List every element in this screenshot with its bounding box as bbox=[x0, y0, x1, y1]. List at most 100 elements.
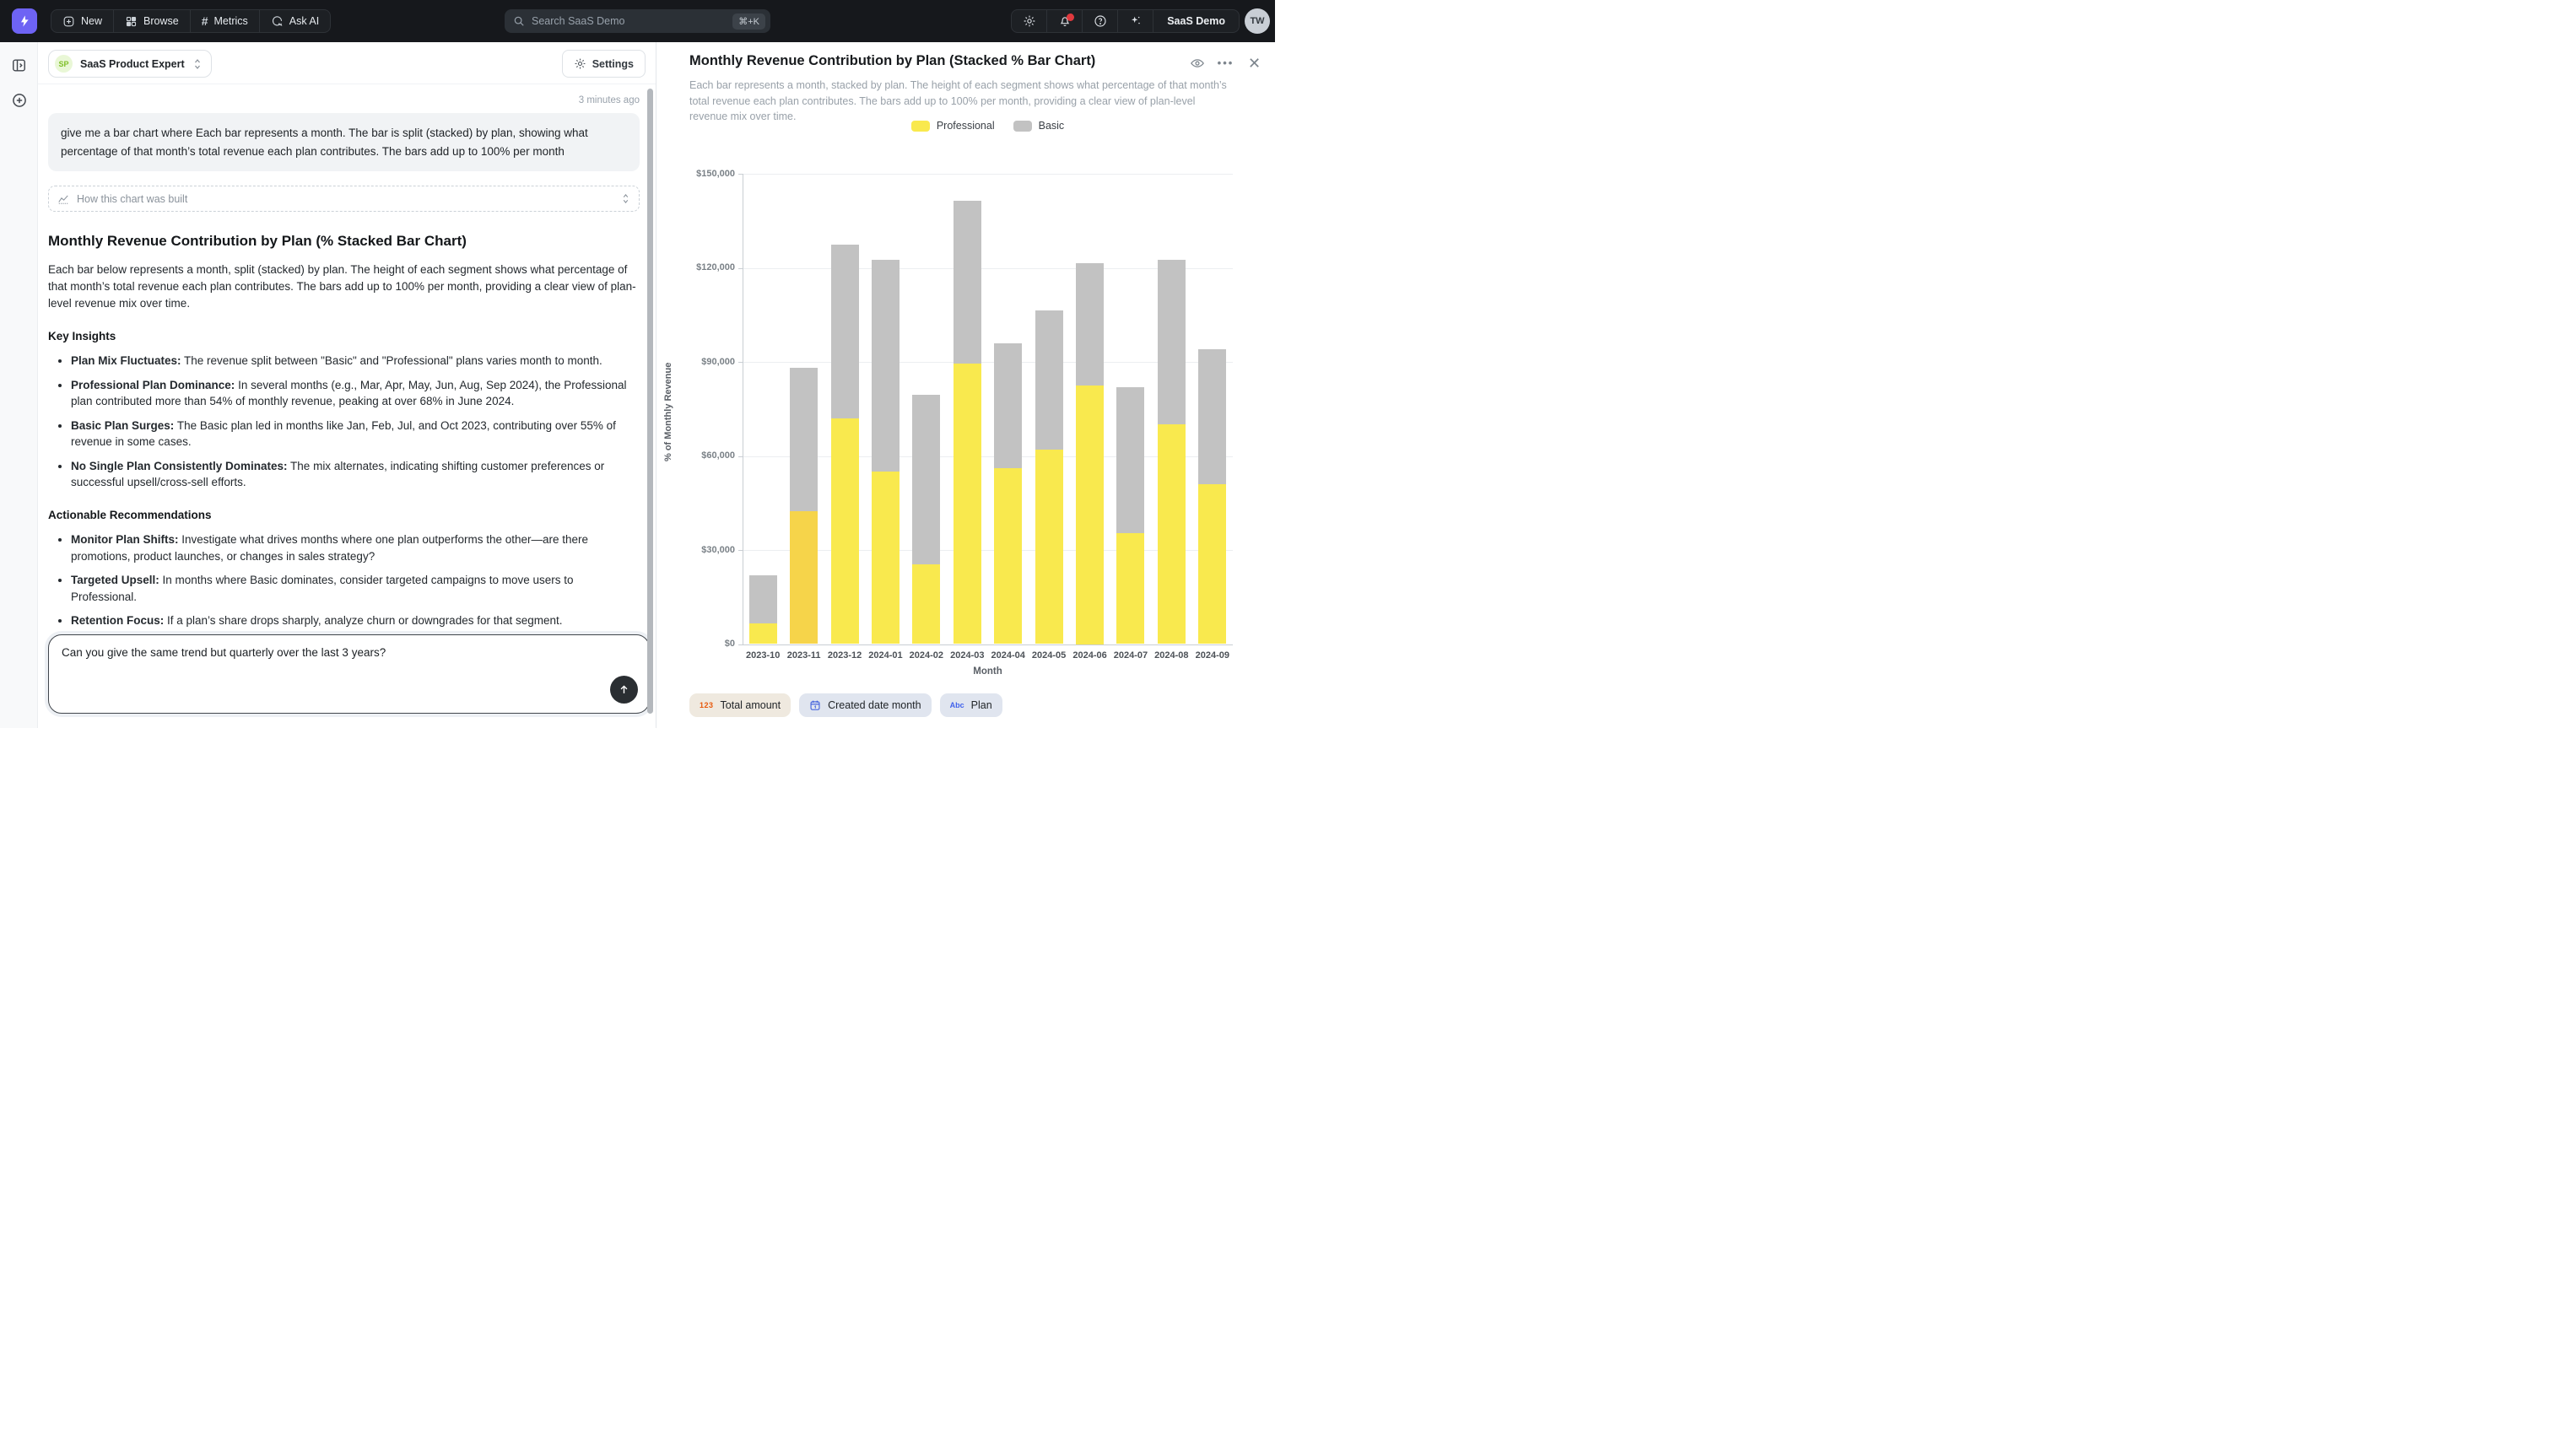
x-tick-label: 2024-04 bbox=[991, 650, 1025, 661]
chat-star-icon bbox=[272, 15, 283, 26]
bar-segment-basic-2024-02[interactable] bbox=[912, 395, 941, 564]
chat-scroll-area[interactable]: 3 minutes ago give me a bar chart where … bbox=[38, 84, 656, 633]
sparkles-icon bbox=[1131, 16, 1140, 24]
gridline bbox=[743, 550, 1233, 551]
calendar-icon bbox=[810, 700, 820, 710]
list-item: Targeted Upsell: In months where Basic d… bbox=[71, 572, 640, 605]
bar-segment-professional-2023-10[interactable] bbox=[748, 623, 777, 644]
metrics-button[interactable]: # Metrics bbox=[191, 10, 260, 32]
search-shortcut: ⌘+K bbox=[732, 13, 765, 30]
close-icon[interactable]: ✕ bbox=[1247, 54, 1261, 72]
bar-segment-basic-2024-01[interactable] bbox=[871, 260, 900, 472]
bar-segment-basic-2023-10[interactable] bbox=[748, 574, 777, 624]
hash-icon: # bbox=[201, 14, 208, 28]
y-tick-label: $120,000 bbox=[696, 262, 735, 272]
x-tick-label: 2023-12 bbox=[827, 650, 862, 661]
new-button[interactable]: New bbox=[51, 10, 115, 32]
legend-item-professional[interactable]: Professional bbox=[910, 120, 995, 132]
text-field-icon: Abc bbox=[949, 701, 964, 709]
send-button[interactable] bbox=[610, 676, 638, 704]
browse-button[interactable]: Browse bbox=[114, 10, 191, 32]
list-item: Basic Plan Surges: The Basic plan led in… bbox=[71, 418, 640, 450]
field-tags: 123 Total amount Created date month Abc … bbox=[689, 693, 1002, 717]
bar-segment-professional-2024-03[interactable] bbox=[953, 363, 981, 644]
ask-ai-button[interactable]: Ask AI bbox=[260, 10, 330, 32]
x-tick-label: 2024-03 bbox=[950, 650, 985, 661]
bar-segment-professional-2024-02[interactable] bbox=[912, 564, 941, 644]
bar-segment-professional-2024-09[interactable] bbox=[1198, 483, 1227, 644]
bar-segment-professional-2024-06[interactable] bbox=[1076, 385, 1105, 644]
bar-segment-basic-2024-08[interactable] bbox=[1157, 260, 1186, 425]
how-built-accordion[interactable]: How this chart was built bbox=[48, 186, 640, 213]
chevron-updown-icon bbox=[623, 194, 629, 204]
bar-segment-basic-2023-12[interactable] bbox=[830, 244, 859, 418]
org-label: SaaS Demo bbox=[1167, 15, 1225, 27]
x-tick-label: 2024-01 bbox=[868, 650, 903, 661]
new-thread-button[interactable] bbox=[0, 88, 38, 113]
x-tick-label: 2024-09 bbox=[1195, 650, 1229, 661]
chat-input[interactable]: Can you give the same trend but quarterl… bbox=[48, 634, 650, 714]
agent-avatar: SP bbox=[55, 55, 73, 73]
legend-item-basic[interactable]: Basic bbox=[1013, 120, 1065, 132]
search-icon bbox=[514, 16, 524, 26]
legend-label: Basic bbox=[1038, 120, 1065, 132]
list-item: Retention Focus: If a plan’s share drops… bbox=[71, 612, 640, 629]
x-tick-label: 2024-08 bbox=[1154, 650, 1189, 661]
arrow-up-icon bbox=[620, 685, 628, 693]
bar-segment-basic-2024-09[interactable] bbox=[1198, 349, 1227, 484]
expand-sidebar-button[interactable] bbox=[0, 52, 38, 78]
bar-segment-basic-2024-04[interactable] bbox=[994, 342, 1023, 469]
bar-segment-professional-2024-04[interactable] bbox=[994, 468, 1023, 644]
bar-segment-basic-2023-11[interactable] bbox=[790, 368, 818, 511]
y-tick-label: $30,000 bbox=[701, 544, 735, 555]
plus-circle-icon bbox=[12, 94, 26, 107]
y-tick-label: $60,000 bbox=[701, 450, 735, 461]
y-tick-mark bbox=[738, 644, 743, 645]
gridline bbox=[743, 174, 1233, 175]
agent-selector[interactable]: SP SaaS Product Expert bbox=[48, 50, 212, 78]
lightning-icon bbox=[21, 15, 29, 27]
x-tick-label: 2024-02 bbox=[909, 650, 944, 661]
bar-segment-professional-2024-01[interactable] bbox=[871, 472, 900, 644]
notification-badge bbox=[1067, 13, 1075, 21]
field-tag-total-amount[interactable]: 123 Total amount bbox=[689, 693, 791, 717]
bar-segment-professional-2023-11[interactable] bbox=[790, 510, 818, 644]
response-title: Monthly Revenue Contribution by Plan (% … bbox=[48, 233, 467, 250]
bar-segment-professional-2024-08[interactable] bbox=[1157, 424, 1186, 644]
bar-segment-basic-2024-05[interactable] bbox=[1035, 310, 1063, 450]
chevron-updown-icon bbox=[194, 58, 200, 69]
chat-scrollbar-thumb[interactable] bbox=[647, 89, 653, 714]
x-tick-label: 2023-11 bbox=[786, 650, 821, 661]
settings-gear-button[interactable] bbox=[1012, 10, 1048, 32]
app-logo[interactable] bbox=[12, 8, 37, 34]
legend-swatch bbox=[1013, 120, 1032, 132]
y-tick-mark bbox=[738, 267, 743, 269]
agent-settings-button[interactable]: Settings bbox=[561, 50, 646, 78]
chart-panel-actions: ••• ✕ bbox=[1188, 54, 1263, 72]
user-message: give me a bar chart where Each bar repre… bbox=[48, 113, 640, 172]
eye-icon[interactable] bbox=[1188, 54, 1206, 72]
field-tag-created-date-month[interactable]: Created date month bbox=[799, 693, 932, 717]
bar-segment-professional-2023-12[interactable] bbox=[830, 418, 859, 644]
recommendations-list: Monitor Plan Shifts: Investigate what dr… bbox=[48, 531, 640, 629]
list-item: Monitor Plan Shifts: Investigate what dr… bbox=[71, 531, 640, 564]
bar-segment-basic-2024-07[interactable] bbox=[1116, 386, 1145, 533]
y-tick-mark bbox=[738, 362, 743, 363]
list-item: Professional Plan Dominance: In several … bbox=[71, 377, 640, 410]
bar-segment-professional-2024-07[interactable] bbox=[1116, 532, 1145, 644]
bar-segment-basic-2024-06[interactable] bbox=[1076, 262, 1105, 386]
help-button[interactable] bbox=[1083, 10, 1119, 32]
org-switcher[interactable]: SaaS Demo bbox=[1153, 10, 1239, 32]
field-tag-plan[interactable]: Abc Plan bbox=[939, 693, 1002, 717]
x-tick-label: 2024-07 bbox=[1113, 650, 1148, 661]
user-avatar[interactable]: TW bbox=[1245, 8, 1270, 34]
bar-segment-basic-2024-03[interactable] bbox=[953, 200, 981, 364]
x-tick-label: 2023-10 bbox=[746, 650, 781, 661]
chart-legend: Professional Basic bbox=[743, 120, 1233, 132]
bar-segment-professional-2024-05[interactable] bbox=[1035, 450, 1063, 644]
sparkles-button[interactable] bbox=[1118, 10, 1154, 32]
search-input[interactable]: Search SaaS Demo ⌘+K bbox=[505, 9, 770, 33]
more-options-icon[interactable]: ••• bbox=[1217, 57, 1234, 69]
gridline bbox=[743, 456, 1233, 457]
notifications-button[interactable] bbox=[1047, 10, 1083, 32]
